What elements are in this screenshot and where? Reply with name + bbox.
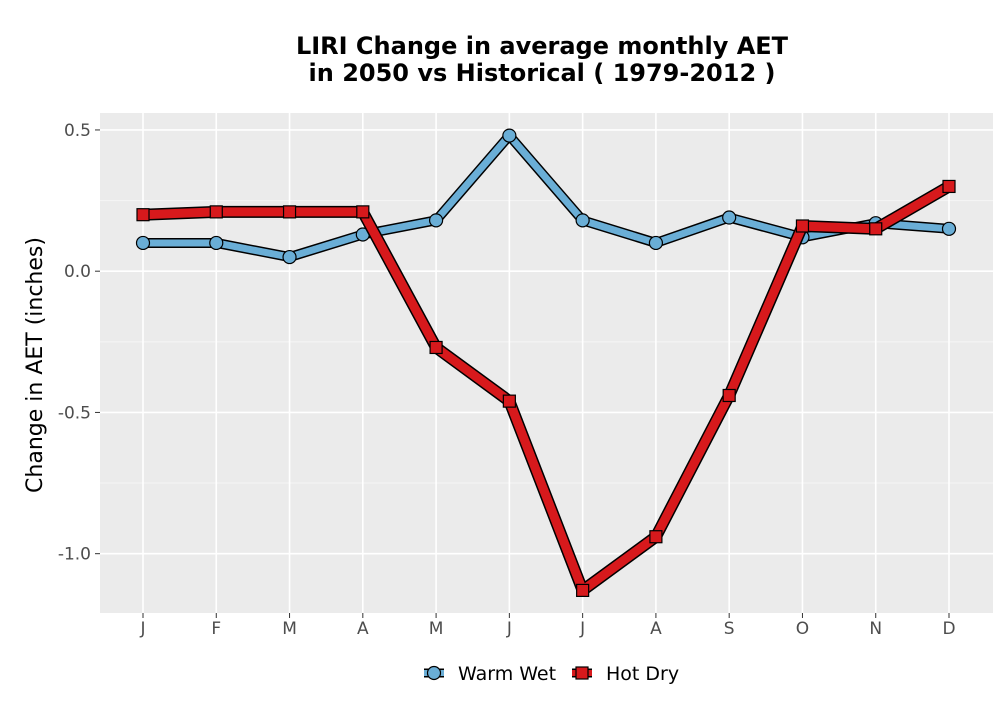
y-axis-label: Change in AET (inches) [23, 237, 48, 493]
x-tick-label: M [282, 619, 297, 639]
y-tick-label: 0.5 [64, 121, 91, 141]
chart-title-line1: LIRI Change in average monthly AET [296, 32, 789, 60]
data-point [649, 530, 663, 544]
x-tick-label: J [579, 619, 585, 639]
data-point [942, 179, 956, 194]
legend-key-marker [426, 665, 442, 681]
plot-area: 0.5 0.0 -0.5 -1.0 J F M A M J J A S O N D [58, 113, 993, 639]
data-point [722, 388, 736, 403]
data-point [502, 128, 517, 143]
legend-label: Hot Dry [606, 663, 679, 685]
data-point [356, 205, 370, 219]
x-tick-label: O [796, 619, 809, 639]
data-point [795, 219, 810, 233]
x-tick-label: A [357, 619, 369, 639]
legend-key-marker [575, 666, 589, 680]
data-point [575, 213, 590, 228]
data-point [209, 235, 224, 251]
x-tick-label: F [211, 619, 221, 639]
x-tick-label: A [650, 619, 662, 639]
x-tick-label: D [942, 619, 955, 639]
data-point [722, 210, 737, 225]
y-tick-label: -1.0 [58, 545, 91, 565]
data-point [282, 249, 297, 265]
data-point [209, 205, 223, 219]
data-point [136, 208, 150, 222]
x-tick-label: N [869, 619, 882, 639]
y-tick-label: -0.5 [58, 403, 91, 423]
data-point [648, 235, 664, 251]
legend-label: Warm Wet [458, 663, 556, 685]
series-line [143, 132, 950, 261]
data-point [429, 340, 443, 355]
y-tick-label: 0.0 [64, 262, 91, 282]
x-tick-label: S [724, 619, 735, 639]
plot-background [100, 113, 993, 613]
data-point [282, 205, 297, 219]
x-tick-label: M [429, 619, 444, 639]
chart-title-line2: in 2050 vs Historical ( 1979-2012 ) [309, 59, 776, 87]
data-point [576, 583, 590, 598]
x-tick-label: J [506, 619, 512, 639]
data-point [869, 222, 883, 236]
data-point [135, 235, 151, 251]
legend: Warm Wet Hot Dry [424, 663, 679, 685]
x-tick-label: J [139, 619, 145, 639]
data-point [502, 394, 516, 408]
series-line [142, 182, 952, 595]
data-point [941, 221, 957, 236]
data-point [428, 213, 444, 228]
